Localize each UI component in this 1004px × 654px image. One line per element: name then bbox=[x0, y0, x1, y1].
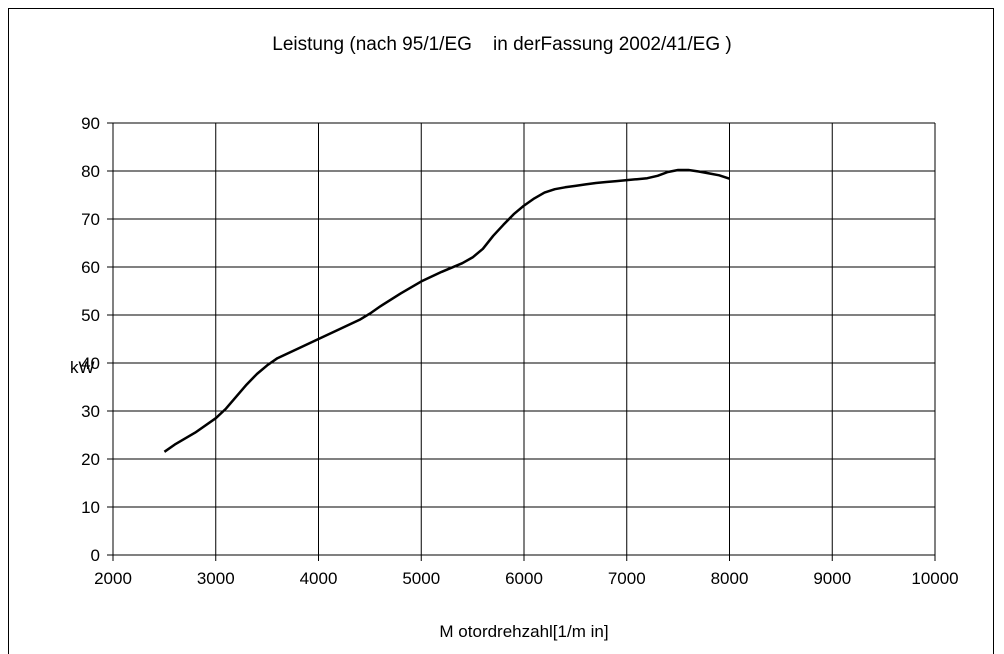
y-tick-label: 40 bbox=[81, 354, 100, 373]
axes bbox=[107, 122, 936, 561]
x-tick-label: 8000 bbox=[711, 569, 749, 588]
y-tick-label: 20 bbox=[81, 450, 100, 469]
series-line bbox=[163, 168, 730, 453]
y-tick-label: 50 bbox=[81, 306, 100, 325]
x-tick-label: 4000 bbox=[300, 569, 338, 588]
chart-title: Leistung (nach 95/1/EG in derFassung 200… bbox=[272, 34, 732, 55]
y-tick-label: 10 bbox=[81, 498, 100, 517]
y-tick-labels: 0 10 20 30 40 50 60 70 80 90 bbox=[81, 114, 100, 565]
x-tick-label: 3000 bbox=[197, 569, 235, 588]
series-group bbox=[163, 168, 730, 453]
y-tick-label: 90 bbox=[81, 114, 100, 133]
x-axis-label: M otordrehzahl[1/m in] bbox=[439, 622, 608, 641]
x-tick-label: 6000 bbox=[505, 569, 543, 588]
x-tick-label: 2000 bbox=[94, 569, 132, 588]
grid-lines bbox=[113, 122, 936, 555]
x-tick-label: 7000 bbox=[608, 569, 646, 588]
y-tick-label: 0 bbox=[91, 546, 100, 565]
y-tick-label: 30 bbox=[81, 402, 100, 421]
x-tick-labels: 2000 3000 4000 5000 6000 7000 8000 9000 10000 bbox=[94, 569, 959, 588]
x-tick-label: 5000 bbox=[402, 569, 440, 588]
y-axis-label: kW bbox=[70, 358, 95, 377]
x-tick-label: 10000 bbox=[911, 569, 958, 588]
y-tick-label: 80 bbox=[81, 162, 100, 181]
chart-frame bbox=[8, 8, 994, 654]
y-tick-label: 70 bbox=[81, 210, 100, 229]
y-tick-label: 60 bbox=[81, 258, 100, 277]
x-tick-label: 9000 bbox=[813, 569, 851, 588]
